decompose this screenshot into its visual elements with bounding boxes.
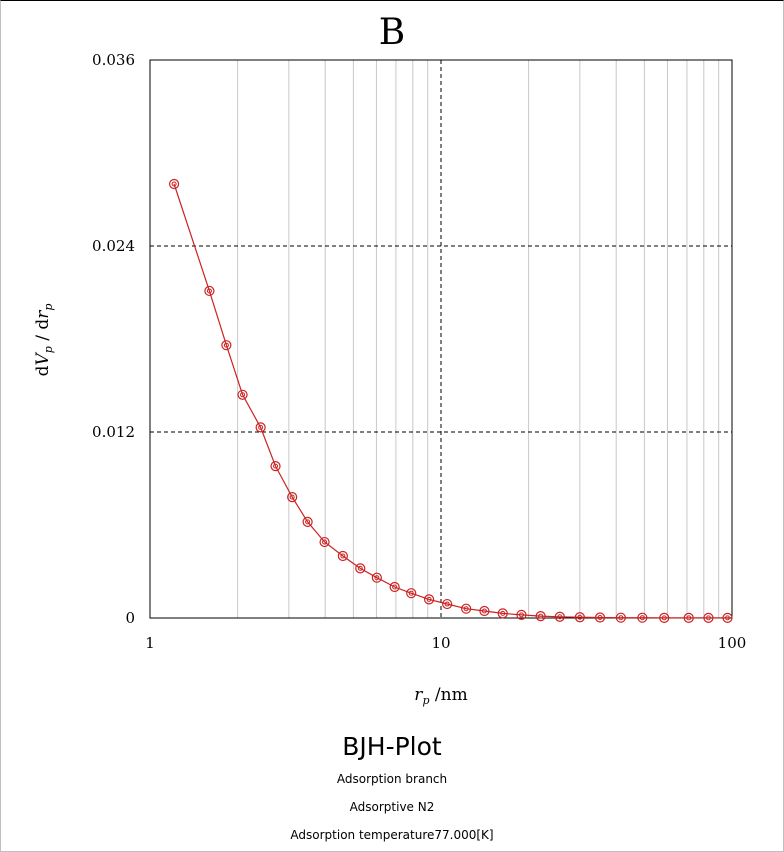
data-point [371, 572, 382, 583]
major-grid [150, 60, 732, 618]
data-point [255, 422, 266, 433]
data-point [406, 588, 417, 599]
data-point-inner [724, 615, 730, 621]
data-point [302, 516, 313, 528]
y-tick-label: 0.012 [92, 423, 135, 441]
data-point-inner [661, 615, 667, 621]
data-point [168, 178, 180, 190]
data-point [722, 612, 733, 623]
data-point-inner [240, 392, 246, 398]
data-point [287, 492, 298, 503]
data-point-inner [444, 601, 450, 607]
data-point-inner [322, 539, 328, 545]
data-point-inner [374, 575, 380, 581]
x-tick-label: 1 [145, 634, 155, 652]
data-point-inner [577, 614, 583, 620]
data-point [615, 612, 626, 623]
data-point [461, 603, 472, 614]
data-point [319, 536, 330, 548]
data-point [221, 340, 232, 351]
data-point-inner [557, 614, 563, 620]
y-tick-label: 0.024 [92, 237, 135, 255]
data-series [168, 178, 733, 623]
data-point [355, 563, 366, 574]
data-point-inner [223, 342, 229, 348]
data-point [683, 612, 694, 623]
y-axis-title: dVp / drp [33, 304, 55, 377]
data-point-inner [705, 615, 711, 621]
data-point-inner [518, 612, 524, 618]
data-point [594, 612, 606, 623]
data-point-inner [206, 288, 212, 294]
data-point-inner [171, 181, 177, 187]
caption-title: BJH-Plot [342, 732, 442, 761]
data-point [442, 598, 453, 610]
data-point [497, 608, 508, 619]
panel-label: B [378, 12, 406, 53]
data-point [659, 612, 670, 623]
data-point-inner [258, 424, 264, 430]
data-point-inner [305, 519, 311, 525]
data-point-inner [340, 553, 346, 559]
data-point-inner [686, 615, 692, 621]
x-tick-label: 10 [431, 634, 450, 652]
data-point-inner [481, 608, 487, 614]
data-point-inner [273, 463, 279, 469]
y-tick-label: 0.036 [92, 51, 135, 69]
data-point-inner [618, 615, 624, 621]
x-axis-title: rp /nm [414, 685, 467, 707]
y-tick-labels: 0 0.012 0.024 0.036 [92, 51, 135, 627]
data-point [423, 594, 435, 605]
y-tick-label: 0 [125, 609, 135, 627]
data-point [554, 611, 565, 622]
minor-grid [237, 60, 720, 618]
x-tick-labels: 1 10 100 [145, 634, 746, 652]
data-point [204, 285, 215, 297]
caption-line-temperature: Adsorption temperature77.000[K] [290, 828, 494, 842]
data-point-inner [538, 613, 544, 619]
data-point [516, 609, 527, 621]
caption-line-branch: Adsorption branch [336, 772, 448, 786]
data-point [270, 461, 281, 472]
data-point-inner [392, 584, 398, 590]
data-point-inner [500, 610, 506, 616]
data-point-inner [463, 606, 469, 612]
x-tick-label: 100 [718, 634, 747, 652]
data-point-inner [426, 596, 432, 602]
data-point-inner [408, 590, 414, 596]
caption-line-adsorptive: Adsorptive N2 [349, 800, 435, 814]
plot-area [149, 59, 733, 619]
data-point-inner [357, 565, 363, 571]
data-point [637, 612, 648, 623]
data-point [237, 389, 248, 400]
data-point [479, 605, 490, 617]
data-point-inner [597, 615, 603, 621]
series-line [173, 183, 728, 619]
data-point [535, 611, 546, 622]
data-point [574, 612, 585, 623]
data-point [337, 550, 348, 562]
data-point [703, 612, 714, 623]
data-point-inner [289, 494, 295, 500]
data-point [389, 581, 400, 593]
data-point-inner [639, 615, 645, 621]
